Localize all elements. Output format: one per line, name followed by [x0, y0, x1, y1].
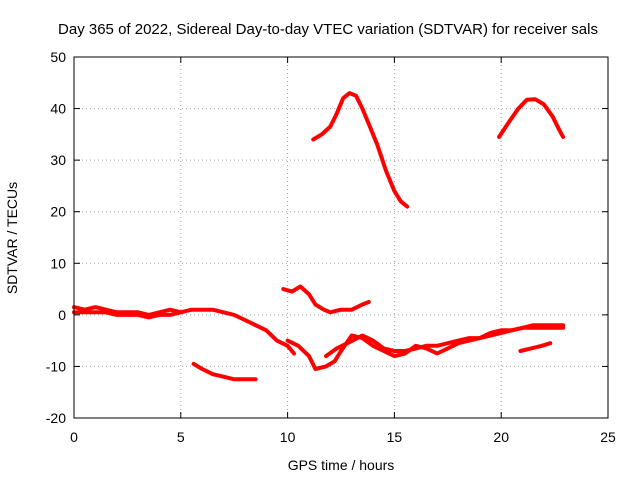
x-axis-label: GPS time / hours: [288, 457, 395, 473]
plot-frame: [73, 56, 609, 419]
series-arc-c: [191, 361, 258, 382]
grid-lines: [74, 57, 608, 418]
y-tick-label: 10: [50, 255, 66, 271]
y-axis-label: SDTVAR / TECUs: [4, 182, 20, 294]
y-tick-label: -10: [46, 358, 66, 374]
x-tick-label: 15: [387, 429, 403, 445]
x-tick-label: 20: [493, 429, 509, 445]
series-arc-g: [311, 91, 410, 209]
chart-title: Day 365 of 2022, Sidereal Day-to-day VTE…: [58, 21, 598, 38]
x-tick-label: 25: [600, 429, 616, 445]
series-arc-h: [518, 341, 553, 353]
series-arc-b: [72, 310, 183, 320]
y-tick-label: 20: [50, 204, 66, 220]
y-tick-label: 50: [50, 49, 66, 65]
data-series-group: [72, 91, 566, 382]
x-tick-label: 0: [70, 429, 78, 445]
series-arc-d: [281, 284, 371, 315]
y-tick-label: -20: [46, 410, 66, 426]
series-arc-i: [497, 97, 566, 139]
series-arc-f: [324, 323, 566, 359]
y-tick-label: 0: [58, 307, 66, 323]
x-tick-label: 10: [280, 429, 296, 445]
y-tick-label: 40: [50, 101, 66, 117]
series-arc-a: [72, 305, 296, 356]
series-arc-e: [285, 325, 566, 371]
x-tick-label: 5: [177, 429, 185, 445]
y-tick-label: 30: [50, 152, 66, 168]
axis-ticks: 0 5 10 15 20 25 -20 -10 0 10 20 30 40 50: [46, 49, 616, 445]
